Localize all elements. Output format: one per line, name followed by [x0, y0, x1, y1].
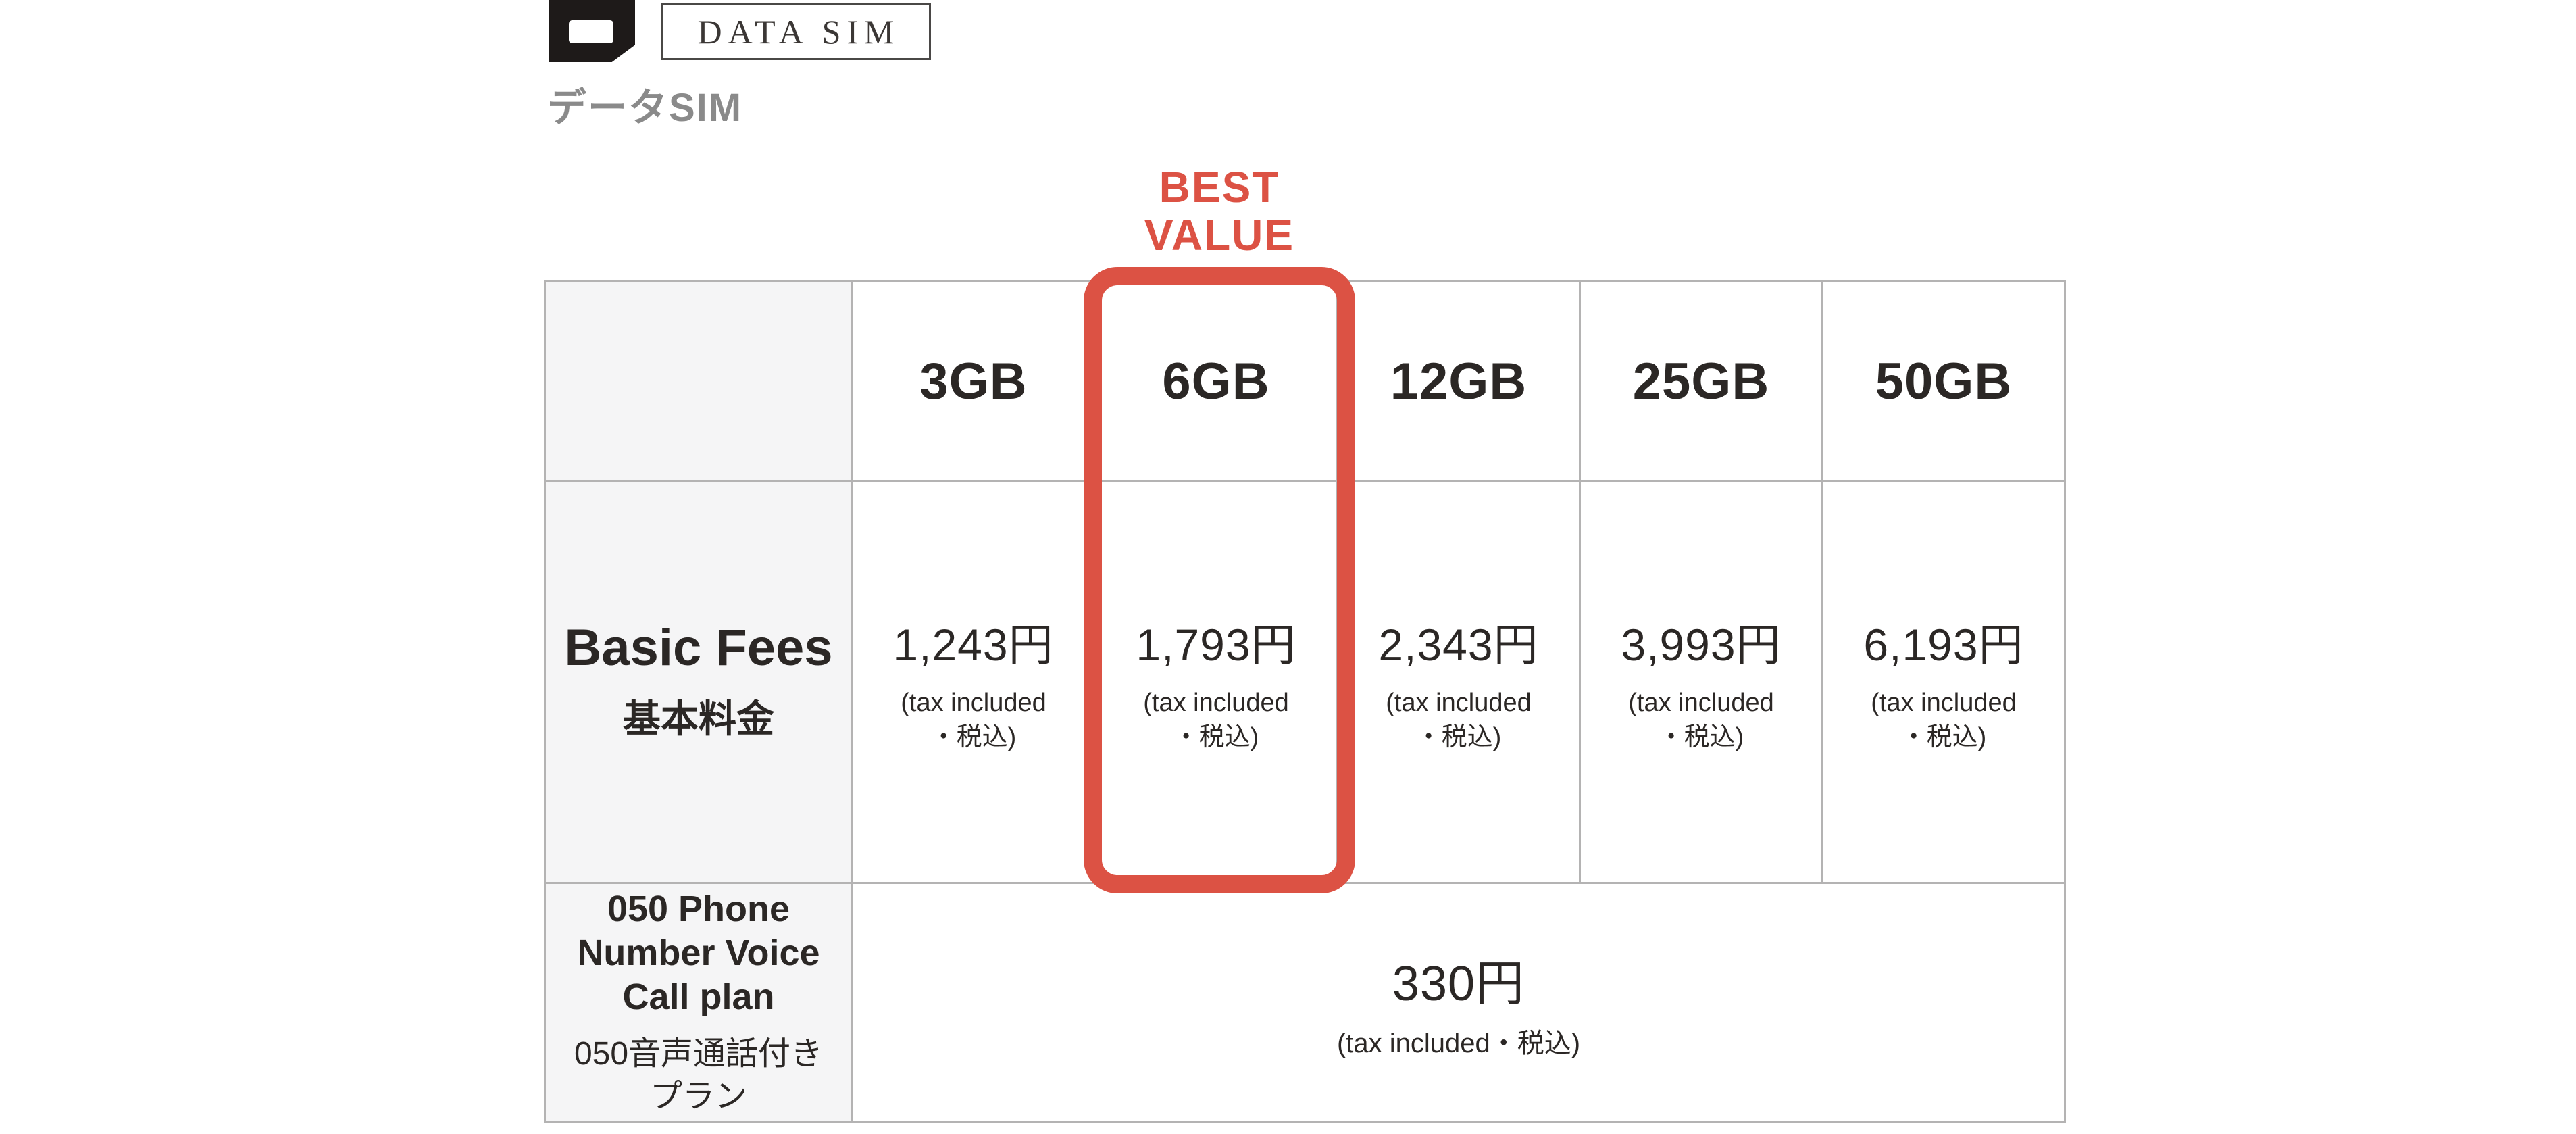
data-sim-logo-text: DATA SIM [697, 12, 901, 51]
column-header-50gb: 50GB [1823, 282, 2064, 480]
price-3gb: 1,243円 [893, 619, 1054, 670]
basic-fees-row-label: Basic Fees 基本料金 [546, 482, 851, 882]
pricing-table: 3GB 6GB 12GB 25GB 50GB Basic Fees 基本料金 1… [544, 280, 2066, 1123]
tax-note-3gb: (tax included ・税込) [901, 688, 1046, 751]
price-25gb: 3,993円 [1621, 619, 1782, 670]
column-header-3gb: 3GB [853, 282, 1094, 480]
basic-fees-label-ja: 基本料金 [623, 697, 774, 741]
data-sim-logo-box: DATA SIM [661, 3, 931, 60]
voice-plan-price: 330円 [1392, 957, 1525, 1011]
column-header-12gb: 12GB [1338, 282, 1579, 480]
price-6gb: 1,793円 [1136, 619, 1296, 670]
tax-note-6gb: (tax included ・税込) [1143, 688, 1289, 751]
basic-fee-cell-25gb: 3,993円 (tax included ・税込) [1581, 482, 1821, 882]
voice-plan-label-ja: 050音声通話付き プラン [574, 1036, 824, 1114]
voice-plan-tax-note: (tax included・税込) [1336, 1029, 1581, 1058]
voice-plan-label-en: 050 Phone Number Voice Call plan [577, 888, 820, 1017]
header-corner-cell [546, 282, 851, 480]
tax-note-50gb: (tax included ・税込) [1871, 688, 2017, 751]
column-header-25gb: 25GB [1581, 282, 1821, 480]
sim-card-icon [549, 0, 635, 62]
basic-fee-cell-6gb: 1,793円 (tax included ・税込) [1096, 482, 1336, 882]
tax-note-25gb: (tax included ・税込) [1628, 688, 1774, 751]
best-value-highlight-frame [1084, 267, 1355, 893]
price-50gb: 6,193円 [1863, 619, 2024, 670]
sim-card-contact-shape [569, 20, 613, 43]
basic-fee-cell-12gb: 2,343円 (tax included ・税込) [1338, 482, 1579, 882]
voice-plan-row-label: 050 Phone Number Voice Call plan 050音声通話… [546, 884, 851, 1121]
basic-fee-cell-3gb: 1,243円 (tax included ・税込) [853, 482, 1094, 882]
tax-note-12gb: (tax included ・税込) [1386, 688, 1532, 751]
basic-fee-cell-50gb: 6,193円 (tax included ・税込) [1823, 482, 2064, 882]
voice-plan-price-cell: 330円 (tax included・税込) [853, 884, 2064, 1121]
product-name-japanese: データSIM [547, 86, 743, 130]
price-12gb: 2,343円 [1378, 619, 1539, 670]
column-header-6gb: 6GB [1096, 282, 1336, 480]
basic-fees-label-en: Basic Fees [564, 618, 833, 676]
best-value-badge: BEST VALUE [1144, 163, 1295, 260]
